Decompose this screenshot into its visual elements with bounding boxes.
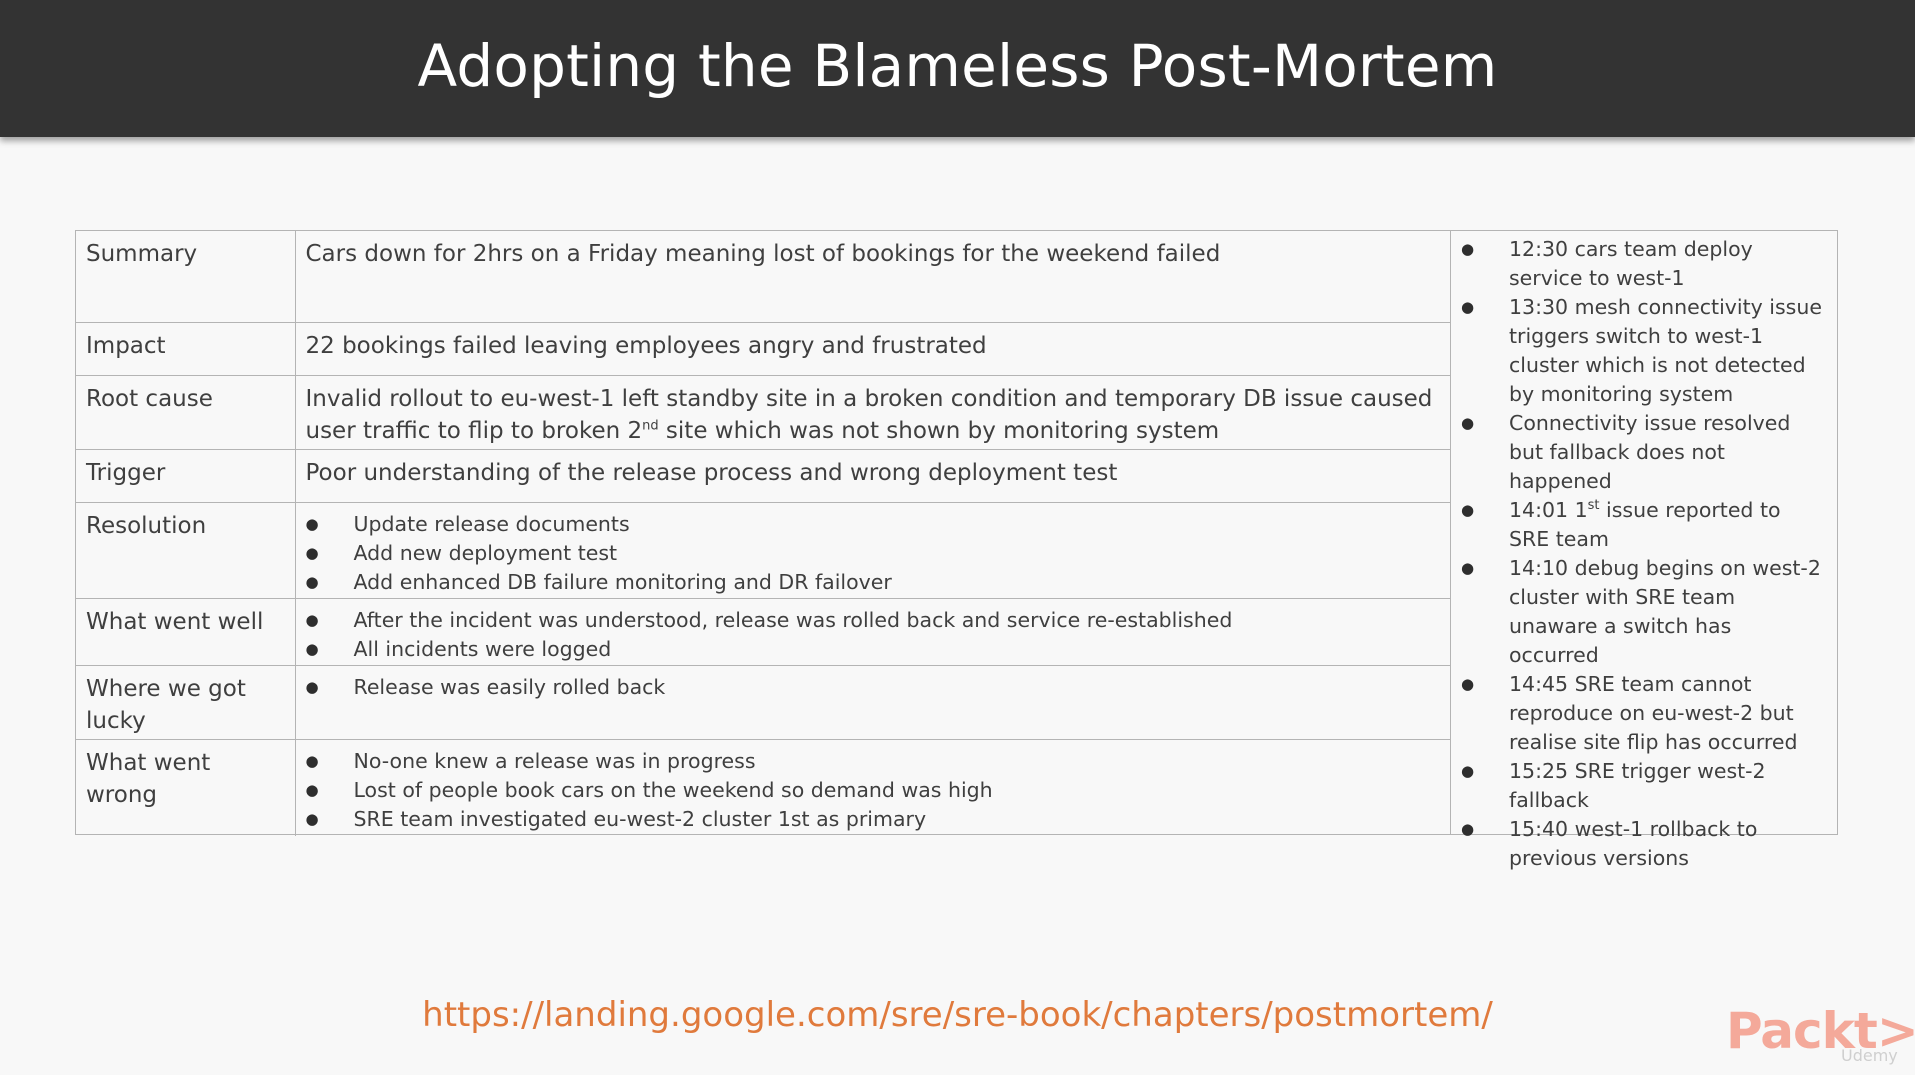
timeline-panel: 12:30 cars team deploy service to west-1… [1450, 231, 1837, 870]
postmortem-table: Summary Cars down for 2hrs on a Friday m… [75, 230, 1838, 870]
root-cause-text-b: site which was not shown by monitoring s… [658, 417, 1220, 444]
root-cause-text-a: Invalid rollout to eu-west-1 left standb… [305, 385, 1433, 444]
row-label: Impact [76, 321, 296, 376]
timeline-item: 14:01 1st issue reported to SRE team [1461, 496, 1827, 554]
table-row: Summary Cars down for 2hrs on a Friday m… [76, 231, 1450, 323]
row-label: What went wrong [76, 738, 296, 836]
list-item: SRE team investigated eu-west-2 cluster … [306, 805, 1441, 834]
timeline-item: 13:30 mesh connectivity issue triggers s… [1461, 293, 1827, 409]
list-item: Add new deployment test [306, 539, 1441, 568]
table-row: What went well After the incident was un… [76, 597, 1450, 666]
table-row: Impact 22 bookings failed leaving employ… [76, 321, 1450, 376]
row-value: Update release documents Add new deploym… [294, 501, 1450, 599]
table-row: Resolution Update release documents Add … [76, 501, 1450, 599]
row-label: Summary [76, 231, 296, 323]
resolution-list: Update release documents Add new deploym… [306, 510, 1441, 597]
went-well-list: After the incident was understood, relea… [306, 606, 1441, 664]
table-row: Trigger Poor understanding of the releas… [76, 448, 1450, 503]
list-item: Update release documents [306, 510, 1441, 539]
row-value: No-one knew a release was in progress Lo… [294, 738, 1450, 836]
table-row: Root cause Invalid rollout to eu-west-1 … [76, 374, 1450, 450]
root-cause-sup: nd [642, 417, 659, 433]
list-item: After the incident was understood, relea… [306, 606, 1441, 635]
row-value: Cars down for 2hrs on a Friday meaning l… [294, 231, 1450, 323]
list-item: Add enhanced DB failure monitoring and D… [306, 568, 1441, 597]
row-value: Invalid rollout to eu-west-1 left standb… [294, 374, 1450, 450]
table-row: What went wrong No-one knew a release wa… [76, 738, 1450, 836]
went-wrong-list: No-one knew a release was in progress Lo… [306, 747, 1441, 834]
title-bar: Adopting the Blameless Post-Mortem [0, 0, 1915, 137]
timeline-sup: st [1587, 498, 1600, 514]
row-value: After the incident was understood, relea… [294, 597, 1450, 666]
list-item: Lost of people book cars on the weekend … [306, 776, 1441, 805]
got-lucky-list: Release was easily rolled back [306, 673, 1441, 702]
page-title: Adopting the Blameless Post-Mortem [417, 31, 1498, 100]
list-item: All incidents were logged [306, 635, 1441, 664]
timeline-list: 12:30 cars team deploy service to west-1… [1461, 235, 1827, 873]
row-label: Resolution [76, 501, 296, 599]
timeline-text-b: issue reported to SRE team [1509, 498, 1781, 551]
timeline-item: 12:30 cars team deploy service to west-1 [1461, 235, 1827, 293]
row-value: Poor understanding of the release proces… [294, 448, 1450, 503]
row-label: Root cause [76, 374, 296, 450]
postmortem-details-table: Summary Cars down for 2hrs on a Friday m… [76, 231, 1450, 836]
row-value: 22 bookings failed leaving employees ang… [294, 321, 1450, 376]
table-row: Where we got lucky Release was easily ro… [76, 664, 1450, 740]
row-label: Where we got lucky [76, 664, 296, 740]
timeline-item: 15:25 SRE trigger west-2 fallback [1461, 757, 1827, 815]
list-item: Release was easily rolled back [306, 673, 1441, 702]
packt-logo-text: Packt> [1726, 1002, 1915, 1060]
timeline-item: Connectivity issue resolved but fallback… [1461, 409, 1827, 496]
row-label: Trigger [76, 448, 296, 503]
packt-logo: Packt> Udemy [1726, 1002, 1915, 1066]
timeline-item: 14:45 SRE team cannot reproduce on eu-we… [1461, 670, 1827, 757]
row-label: What went well [76, 597, 296, 666]
list-item: No-one knew a release was in progress [306, 747, 1441, 776]
row-value: Release was easily rolled back [294, 664, 1450, 740]
timeline-item: 15:40 west-1 rollback to previous versio… [1461, 815, 1827, 873]
timeline-text-a: 14:01 1 [1509, 498, 1588, 522]
timeline-item: 14:10 debug begins on west-2 cluster wit… [1461, 554, 1827, 670]
reference-link[interactable]: https://landing.google.com/sre/sre-book/… [422, 995, 1493, 1035]
udemy-watermark: Udemy [1841, 1046, 1898, 1065]
